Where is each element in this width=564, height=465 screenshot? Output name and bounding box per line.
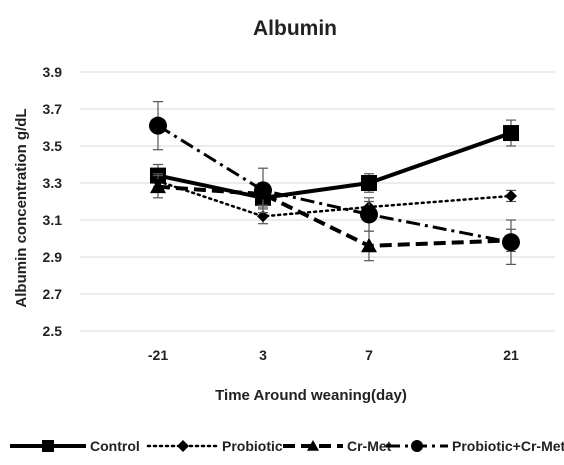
series-line [157, 184, 512, 248]
y-tick-label: 3.1 [43, 212, 63, 228]
legend-marker [177, 440, 189, 452]
data-point [149, 116, 167, 135]
data-point [502, 233, 520, 252]
x-tick-label: 21 [503, 347, 519, 363]
x-axis-ticks: -21 3 7 21 [148, 347, 519, 363]
data-point [360, 205, 378, 224]
y-tick-label: 3.7 [43, 101, 63, 117]
series-control [150, 119, 519, 208]
y-tick-label: 2.7 [43, 286, 63, 302]
series-probiotic-cr-met [149, 100, 520, 265]
data-point [361, 175, 377, 191]
series-line [157, 124, 512, 244]
legend-label: Probiotic [222, 438, 283, 454]
y-tick-label: 3.9 [43, 64, 63, 80]
y-tick-label: 3.3 [43, 175, 63, 191]
series-line [156, 179, 513, 218]
data-point [361, 237, 377, 253]
legend-label: Cr-Met [347, 438, 392, 454]
y-tick-label: 3.5 [43, 138, 63, 154]
gridlines [80, 71, 555, 332]
data-point [254, 181, 272, 200]
legend-label: Probiotic+Cr-Met [452, 438, 564, 454]
chart-title: Albumin [253, 17, 337, 40]
y-tick-label: 2.5 [43, 323, 63, 339]
legend-label: Control [90, 438, 140, 454]
legend-item: Probiotic+Cr-Met [386, 438, 564, 454]
legend-marker [307, 440, 319, 451]
data-point [257, 210, 269, 223]
series-line [157, 131, 512, 200]
data-point [503, 125, 519, 142]
x-tick-label: 7 [365, 347, 373, 363]
y-axis-label: Albumin concentration g/dL [13, 108, 30, 307]
series-probiotic [152, 173, 517, 225]
legend-marker [411, 440, 423, 452]
x-tick-label: -21 [148, 347, 168, 363]
y-axis-ticks: 3.9 3.7 3.5 3.3 3.1 2.9 2.7 2.5 [43, 64, 63, 339]
legend-marker [42, 440, 54, 452]
x-axis-label: Time Around weaning(day) [215, 387, 407, 404]
series-lines [149, 100, 520, 265]
x-tick-label: 3 [259, 347, 267, 363]
legend-item: Probiotic [146, 438, 283, 454]
data-point [150, 178, 166, 194]
y-tick-label: 2.9 [43, 249, 63, 265]
legend-item: Cr-Met [283, 438, 392, 454]
legend: Control Probiotic Cr-Met Probiotic+Cr-Met [10, 438, 564, 454]
legend-item: Control [10, 438, 140, 454]
data-point [505, 189, 517, 202]
